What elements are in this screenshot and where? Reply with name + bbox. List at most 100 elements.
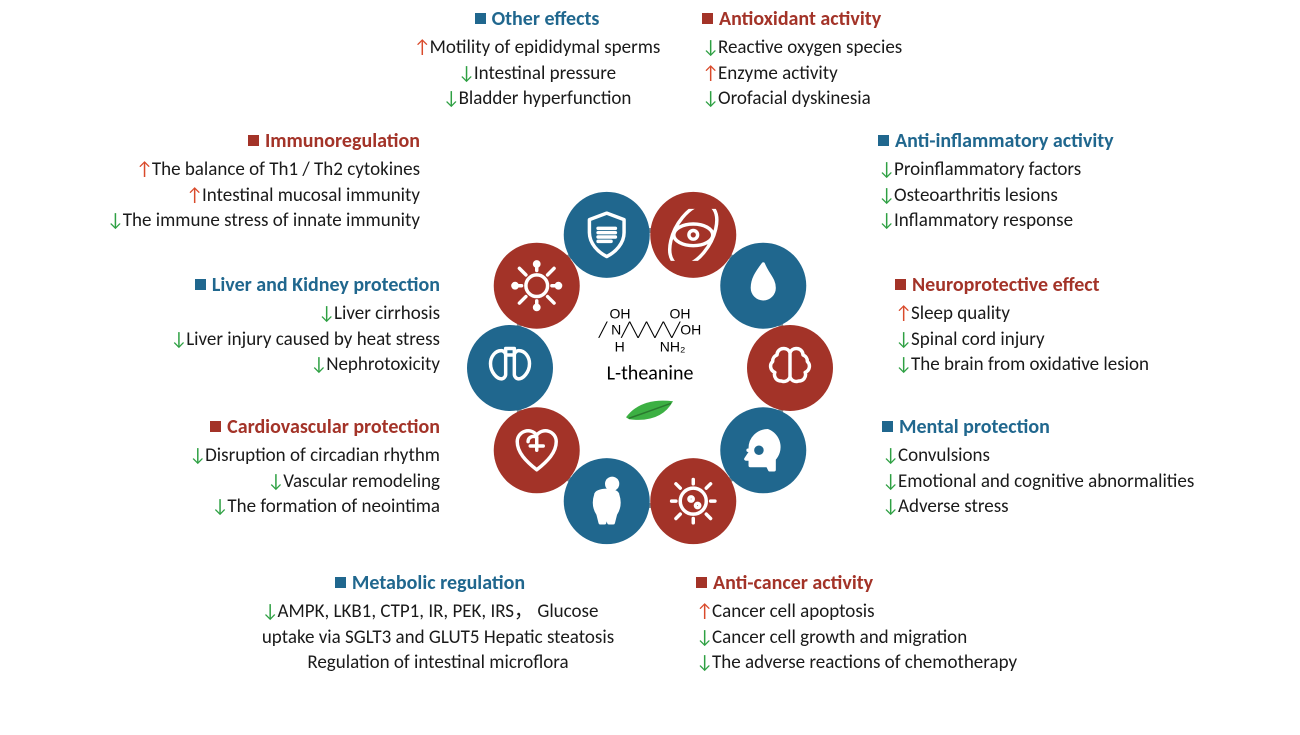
title-text: Cardiovascular protection [227,415,440,439]
arrow-none [291,650,305,676]
chem-structure: OH OH ╱ N╱╲╱╲╱╲╱OH H NH₂ [550,305,750,355]
arrow-up-icon: ↑ [696,599,710,625]
leaf-icon [550,395,750,430]
section-liver: Liver and Kidney protection↓Liver cirrho… [60,272,440,378]
item-text: Inflammatory response [894,209,1073,232]
section-item: ↓Convulsions [882,443,1300,469]
section-item: ↓Bladder hyperfunction [372,86,702,112]
bullet-icon [248,135,259,146]
section-title: Antioxidant activity [702,6,1002,33]
section-anticancer: Anti-cancer activity↑Cancer cell apoptos… [696,570,1136,676]
arrow-down-icon: ↓ [882,443,896,469]
item-text: Bladder hyperfunction [459,87,632,110]
section-item: ↓Reactive oxygen species [702,35,1002,61]
atom-icon [667,208,719,260]
bullet-icon [475,13,486,24]
section-mental: Mental protection↓Convulsions↓Emotional … [882,414,1300,520]
center-label: OH OH ╱ N╱╲╱╲╱╲╱OH H NH₂ L-theanine [550,305,750,430]
item-text: Intestinal pressure [474,62,616,85]
section-item: ↓Nephrotoxicity [60,352,440,378]
title-text: Liver and Kidney protection [212,273,440,297]
section-item: ↓Orofacial dyskinesia [702,86,1002,112]
item-text: Osteoarthritis lesions [894,184,1058,207]
section-title: Mental protection [882,414,1300,441]
arrow-down-icon: ↓ [310,352,324,378]
section-item: ↓Liver cirrhosis [60,301,440,327]
section-title: Anti-inflammatory activity [878,128,1278,155]
molecule-name: L-theanine [550,361,750,385]
section-antiinflam: Anti-inflammatory activity ↓Proinflammato… [878,128,1278,234]
node-neuro [747,325,833,411]
arrow-down-icon: ↓ [882,494,896,520]
receptor-icon [511,259,563,311]
title-text: Immunoregulation [265,129,420,153]
item-text: Intestinal mucosal immunity [202,184,420,207]
item-text: Spinal cord injury [911,328,1045,351]
section-item: ↑The balance of Th1 / Th2 cytokines [20,157,420,183]
bullet-icon [882,421,893,432]
node-anticancer [650,458,736,544]
title-text: Metabolic regulation [352,571,525,595]
virus-icon [667,475,719,527]
section-title: Liver and Kidney protection [60,272,440,299]
item-text: Disruption of circadian rhythm [205,444,440,467]
title-text: Mental protection [899,415,1050,439]
item-text: Sleep quality [911,302,1010,325]
section-item: ↓Vascular remodeling [60,469,440,495]
item-text: Motility of epididymal sperms [430,36,661,59]
item-text: The brain from oxidative lesion [911,353,1149,376]
item-text: Nephrotoxicity [326,353,440,376]
arrow-down-icon: ↓ [696,625,710,651]
arrow-up-icon: ↑ [186,183,200,209]
section-item: ↓Osteoarthritis lesions [878,183,1278,209]
item-text: uptake via SGLT3 and GLUT5 Hepatic steat… [262,626,614,649]
arrow-down-icon: ↓ [267,469,281,495]
section-item: ↓Liver injury caused by heat stress [60,327,440,353]
section-metabolic: Metabolic regulation↓AMPK, LKB1, CTP1, I… [190,570,670,676]
section-title: Anti-cancer activity [696,570,1136,597]
section-item: ↓Inflammatory response [878,208,1278,234]
section-cardio: Cardiovascular protection ↓Disruption of … [60,414,440,520]
title-text: Anti-inflammatory activity [895,129,1114,153]
bullet-icon [696,577,707,588]
item-text: The formation of neointima [227,495,440,518]
section-title: Immunoregulation [20,128,420,155]
arrow-none [246,625,260,651]
section-title: Metabolic regulation [190,570,670,597]
title-text: Other effects [492,7,600,31]
item-text: Vascular remodeling [283,470,440,493]
title-text: Neuroprotective effect [912,273,1100,297]
section-item: ↑Enzyme activity [702,61,1002,87]
flame-icon [737,259,789,311]
item-text: The balance of Th1 / Th2 cytokines [152,158,420,181]
title-text: Antioxidant activity [719,7,881,31]
section-item: ↓The immune stress of innate immunity [20,208,420,234]
section-item: ↓Cancer cell growth and migration [696,625,1136,651]
chem-line: OH OH [550,305,750,322]
arrow-up-icon: ↑ [895,301,909,327]
item-text: Adverse stress [898,495,1009,518]
section-other: Other effects↑Motility of epididymal spe… [372,6,702,112]
item-text: Reactive oxygen species [718,36,902,59]
section-item: ↓Proinflammatory factors [878,157,1278,183]
item-text: Orofacial dyskinesia [718,87,871,110]
arrow-down-icon: ↓ [878,183,892,209]
bullet-icon [895,279,906,290]
item-text: Liver cirrhosis [334,302,440,325]
node-antioxidant [650,191,736,277]
ring-diagram: OH OH ╱ N╱╲╱╲╱╲╱OH H NH₂ L-theanine [480,198,820,538]
item-text: Regulation of intestinal microflora [307,651,568,674]
section-item: uptake via SGLT3 and GLUT5 Hepatic steat… [190,625,670,651]
head-icon [737,424,789,476]
item-text: Cancer cell apoptosis [712,600,875,623]
arrow-down-icon: ↓ [702,86,716,112]
arrow-down-icon: ↓ [878,157,892,183]
section-item: ↓The formation of neointima [60,494,440,520]
section-antioxidant: Antioxidant activity↓Reactive oxygen spe… [702,6,1002,112]
arrow-up-icon: ↑ [702,61,716,87]
node-liver [467,325,553,411]
arrow-down-icon: ↓ [696,650,710,676]
section-item: ↑Sleep quality [895,301,1295,327]
organs-icon [484,342,536,394]
arrow-down-icon: ↓ [882,469,896,495]
